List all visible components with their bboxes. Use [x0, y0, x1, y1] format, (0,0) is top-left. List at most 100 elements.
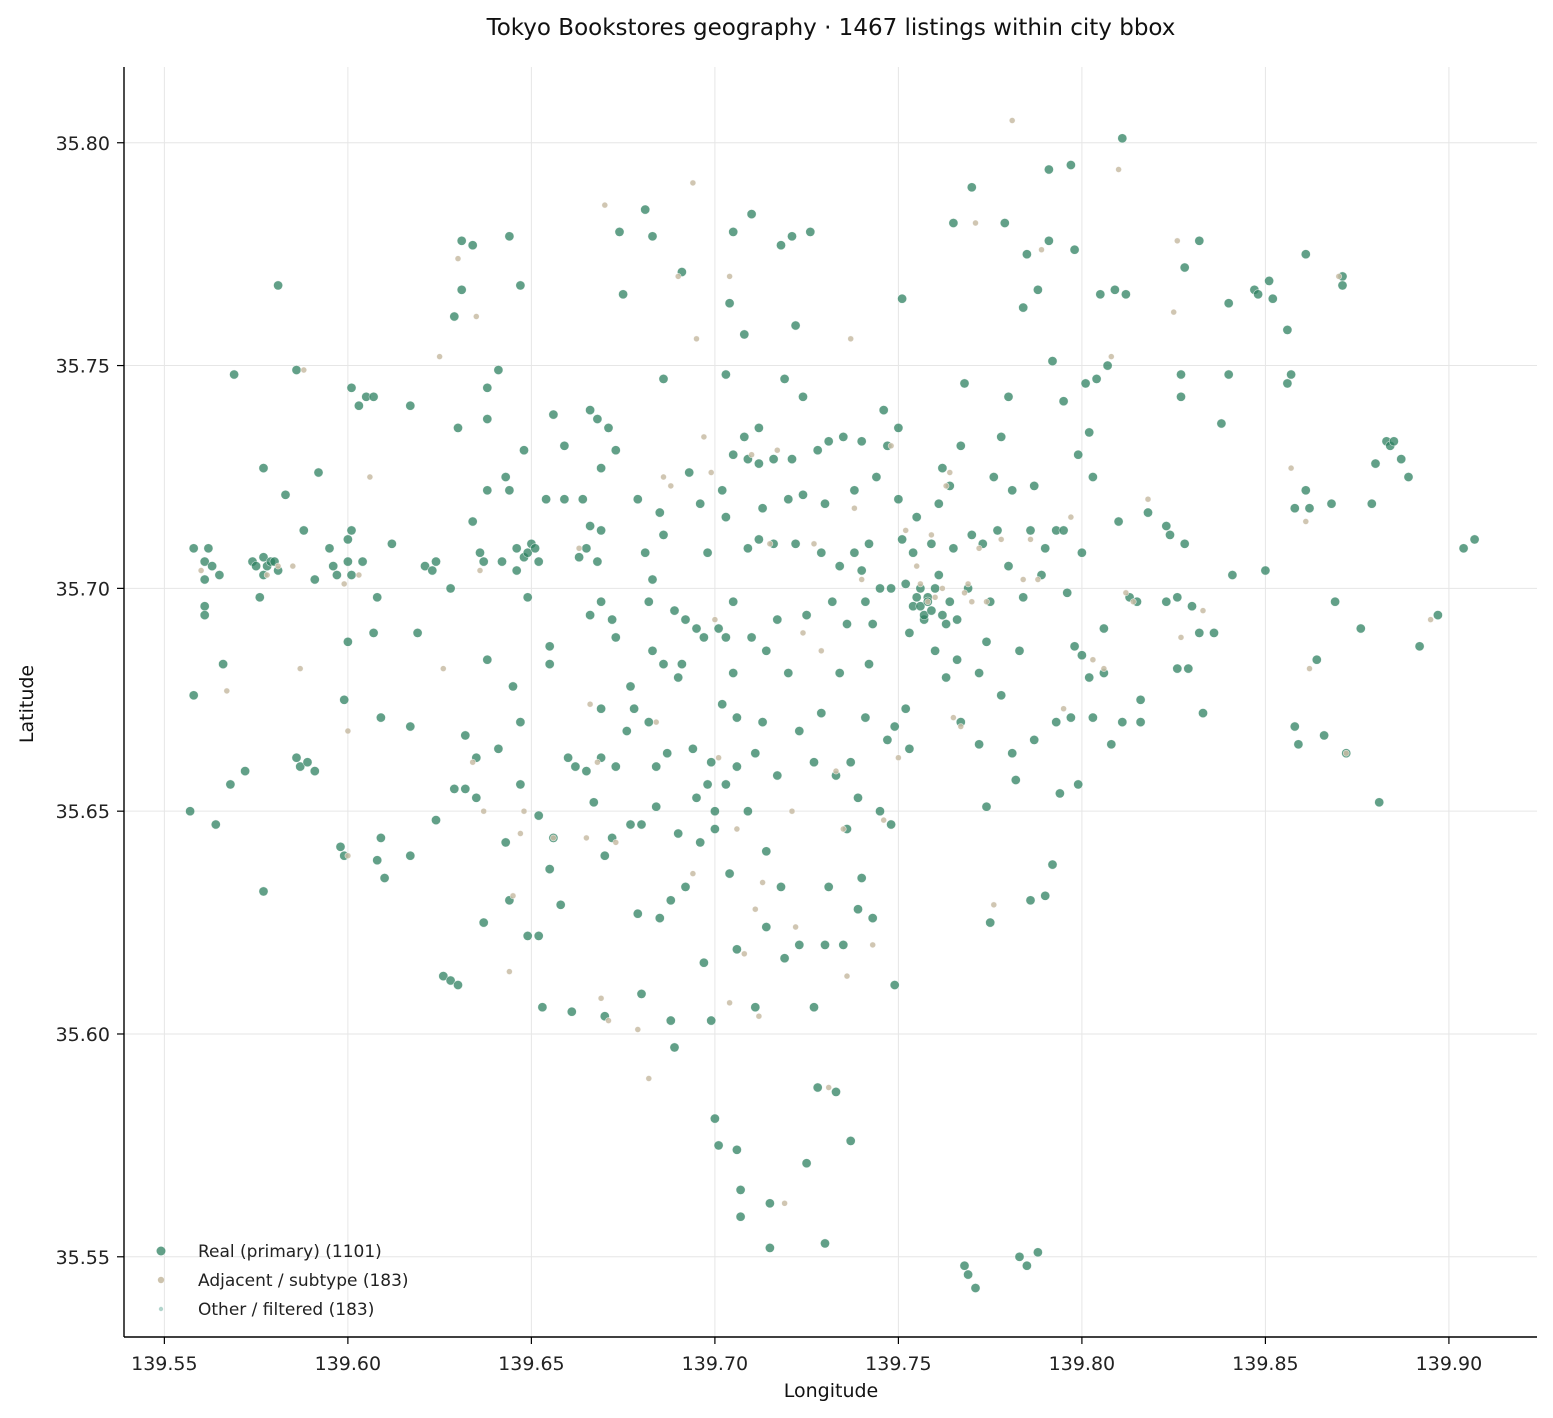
data-point	[680, 882, 691, 892]
data-point	[533, 556, 544, 567]
data-point	[798, 391, 808, 402]
data-point	[295, 761, 306, 772]
data-point	[456, 284, 467, 295]
data-point	[688, 743, 698, 754]
data-point	[460, 784, 471, 794]
data-point	[825, 1084, 833, 1091]
data-point	[1095, 289, 1106, 300]
data-point	[1062, 587, 1073, 598]
data-point	[640, 204, 651, 215]
data-point	[225, 779, 236, 790]
data-point	[478, 556, 489, 567]
data-point	[889, 721, 900, 732]
data-point	[1058, 525, 1069, 536]
data-point	[974, 668, 984, 678]
data-point	[654, 913, 665, 923]
data-point	[1066, 712, 1076, 723]
data-point	[1287, 464, 1295, 472]
y-tick-label: 35.70	[56, 578, 110, 600]
data-point	[478, 917, 489, 928]
data-point	[1027, 536, 1034, 543]
data-point	[522, 931, 533, 941]
data-point	[1194, 235, 1205, 246]
data-point	[533, 931, 544, 941]
data-point	[467, 516, 478, 527]
data-point	[776, 240, 786, 251]
data-point	[1172, 592, 1183, 603]
data-point	[1010, 775, 1021, 785]
data-point	[210, 819, 221, 830]
data-point	[1293, 739, 1304, 750]
data-point	[930, 583, 940, 594]
data-point	[355, 571, 363, 579]
data-point	[673, 828, 684, 839]
y-tick-label: 35.60	[56, 1024, 110, 1046]
data-point	[515, 779, 526, 790]
data-point	[1108, 353, 1115, 360]
data-point	[974, 739, 984, 750]
data-point	[1110, 284, 1120, 295]
data-point	[1100, 665, 1108, 672]
data-point	[469, 758, 477, 766]
data-point	[700, 433, 708, 441]
legend-entry-other: Other / filtered (183)	[158, 1300, 374, 1320]
data-point	[610, 761, 621, 772]
data-point	[357, 556, 368, 567]
data-point	[713, 623, 724, 634]
data-point	[1018, 302, 1029, 313]
data-point	[1022, 249, 1032, 260]
data-point	[985, 917, 996, 928]
data-point	[453, 422, 463, 433]
data-point	[765, 1243, 775, 1253]
data-point	[781, 1200, 788, 1207]
data-point	[636, 819, 647, 830]
data-point	[368, 391, 379, 402]
data-point	[1089, 656, 1097, 664]
data-point	[621, 726, 632, 736]
data-point	[952, 614, 962, 625]
data-point	[436, 353, 443, 360]
data-point	[950, 714, 957, 721]
data-point	[577, 494, 588, 505]
data-point	[743, 806, 753, 817]
data-point	[669, 1042, 680, 1053]
data-point	[614, 226, 625, 237]
data-point	[798, 489, 808, 500]
data-point	[853, 904, 863, 915]
data-point	[570, 761, 581, 772]
legend-marker-other	[158, 1306, 164, 1312]
data-point	[992, 525, 1003, 536]
data-point	[344, 852, 352, 860]
data-point	[1102, 360, 1113, 371]
data-point	[983, 598, 990, 606]
data-point	[882, 735, 893, 745]
data-point	[188, 690, 199, 701]
data-point	[454, 255, 462, 262]
data-point	[996, 690, 1007, 701]
data-point	[652, 718, 660, 726]
data-point	[886, 583, 896, 594]
data-point	[508, 681, 518, 692]
data-point	[834, 561, 845, 571]
data-point	[1286, 369, 1296, 380]
data-point	[728, 226, 739, 237]
data-point	[665, 895, 676, 906]
data-point	[963, 1269, 973, 1280]
data-point	[597, 994, 605, 1002]
data-point	[1469, 534, 1480, 545]
data-point	[944, 596, 955, 607]
data-point	[610, 445, 621, 456]
data-point	[847, 335, 855, 343]
data-point	[594, 758, 601, 766]
data-point	[647, 574, 658, 585]
data-point	[843, 972, 851, 980]
legend-marker-adjacent	[157, 1276, 165, 1284]
data-point	[1038, 246, 1045, 253]
data-point	[445, 975, 456, 986]
data-point	[313, 467, 324, 478]
data-point	[911, 512, 922, 522]
data-point	[658, 373, 669, 384]
data-point	[1342, 749, 1350, 757]
data-point	[1194, 628, 1205, 638]
